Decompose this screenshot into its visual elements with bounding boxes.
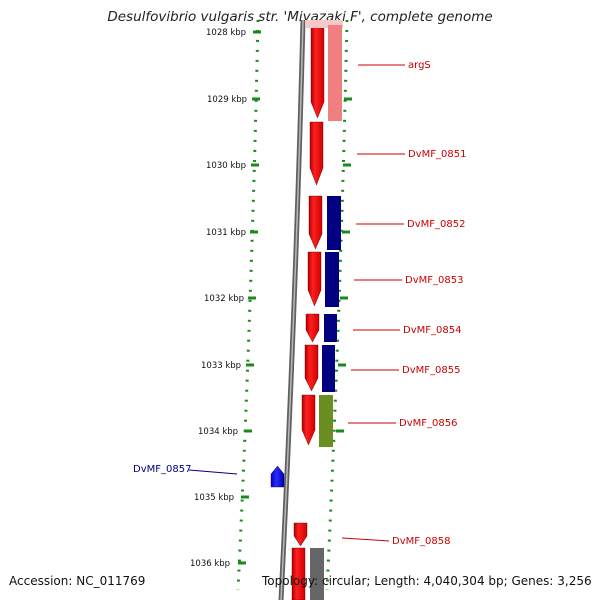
gene-arrow-dvmf-0852[interactable]: [308, 195, 323, 250]
cog-box-dvmf-0855: [322, 345, 335, 392]
leader-lines: [341, 64, 405, 542]
gene-arrow-dvmf-0855[interactable]: [304, 344, 319, 392]
topology-text: Topology: circular; Length: 4,040,304 bp…: [262, 574, 592, 588]
forward-strand-genes: [291, 24, 325, 600]
cog-box-dvmf-0853: [325, 252, 339, 307]
ruler-inner-arc: [236, 19, 260, 591]
gene-arrow-dvmf-0854[interactable]: [305, 313, 320, 343]
gene-arrow-dvmf-0851[interactable]: [309, 121, 324, 186]
gene-label-dvmf-0858[interactable]: DvMF_0858: [392, 536, 450, 547]
gene-highlight: [305, 20, 343, 28]
gene-arrow-next[interactable]: [291, 547, 306, 600]
gene-label-dvmf-0851[interactable]: DvMF_0851: [408, 149, 466, 160]
gene-arrow-dvmf-0858[interactable]: [293, 522, 308, 547]
tick-label: 1028 kbp: [206, 28, 246, 38]
accession-text: Accession: NC_011769: [9, 574, 146, 588]
cog-box-dvmf-0856: [319, 395, 333, 447]
tick-marks: [238, 30, 352, 565]
tick-label: 1029 kbp: [207, 95, 247, 105]
gene-arrow-argS[interactable]: [310, 24, 325, 119]
gene-arrow-dvmf-0857[interactable]: [270, 465, 285, 488]
tick-label: 1034 kbp: [198, 427, 238, 437]
tick-label: 1032 kbp: [204, 294, 244, 304]
cog-box-dvmf-0854: [324, 314, 337, 342]
tick-label: 1035 kbp: [194, 493, 234, 503]
leader-line-left: [188, 469, 238, 475]
cog-box-argS: [328, 25, 342, 121]
cog-box-next: [310, 548, 324, 600]
gene-arrow-dvmf-0856[interactable]: [301, 394, 316, 446]
genome-backbone: [278, 19, 306, 600]
tick-label: 1036 kbp: [190, 559, 230, 569]
tick-label: 1033 kbp: [201, 361, 241, 371]
gene-label-dvmf-0853[interactable]: DvMF_0853: [405, 275, 463, 286]
tick-label: 1031 kbp: [206, 228, 246, 238]
map-title: Desulfovibrio vulgaris str. 'Miyazaki F'…: [107, 9, 493, 25]
gene-label-dvmf-0852[interactable]: DvMF_0852: [407, 219, 465, 230]
cog-box-dvmf-0852: [327, 196, 341, 250]
gene-label-dvmf-0854[interactable]: DvMF_0854: [403, 325, 461, 336]
gene-label-argS[interactable]: argS: [408, 60, 431, 71]
gene-label-dvmf-0855[interactable]: DvMF_0855: [402, 365, 460, 376]
gene-label-dvmf-0857[interactable]: DvMF_0857: [133, 464, 191, 475]
ruler-outer-arc: [325, 19, 349, 591]
cog-category-boxes: [310, 25, 342, 600]
gene-arrow-dvmf-0853[interactable]: [307, 251, 322, 307]
tick-label: 1030 kbp: [206, 161, 246, 171]
gene-label-dvmf-0856[interactable]: DvMF_0856: [399, 418, 457, 429]
